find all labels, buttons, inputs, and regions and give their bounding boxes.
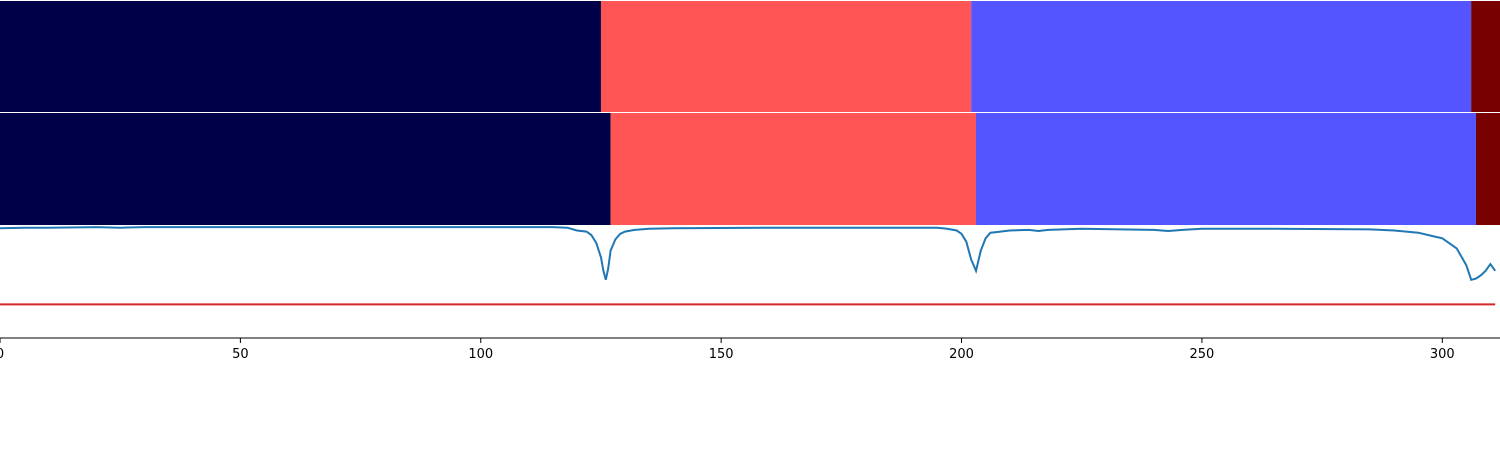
curve-panel — [0, 226, 1500, 339]
segment-bar-1 — [0, 1, 1500, 112]
segment-2-3 — [975, 113, 1476, 225]
segment-1-1 — [0, 1, 601, 112]
segment-1-3 — [971, 1, 1472, 112]
x-tick-label-100: 100 — [468, 347, 493, 362]
x-axis-ticks: 0 50 100 150 200 250 300 — [0, 338, 1455, 362]
x-tick-label-150: 150 — [709, 347, 734, 362]
x-tick-label-250: 250 — [1190, 347, 1215, 362]
segment-1-4 — [1471, 1, 1500, 112]
x-tick-label-0: 0 — [0, 347, 4, 362]
curve-panel-background — [0, 226, 1500, 338]
segment-bars — [0, 1, 1500, 225]
segment-1-2 — [600, 1, 972, 112]
x-tick-label-300: 300 — [1430, 347, 1455, 362]
confidence-curve — [0, 226, 1497, 281]
segment-2-4 — [1475, 113, 1500, 225]
x-tick-label-50: 50 — [232, 347, 249, 362]
segment-2-1 — [0, 113, 611, 225]
segment-bar-2 — [0, 113, 1500, 225]
x-tick-label-200: 200 — [949, 347, 974, 362]
segment-2-2 — [610, 113, 976, 225]
